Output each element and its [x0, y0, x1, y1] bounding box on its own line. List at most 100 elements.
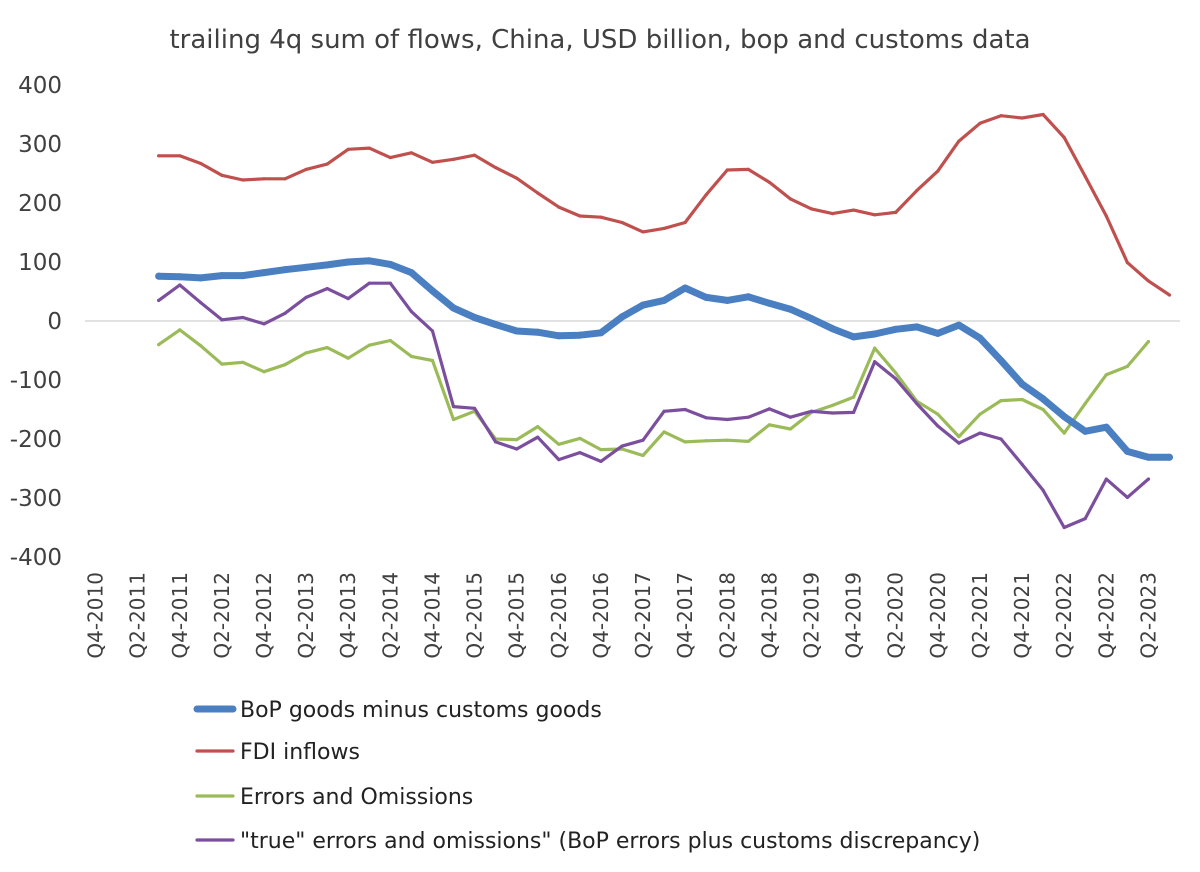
data-point: [978, 412, 982, 416]
data-point: [1104, 477, 1108, 481]
data-point: [873, 360, 877, 364]
data-point: [852, 208, 856, 212]
data-point: [1020, 116, 1024, 120]
data-point: [767, 407, 771, 411]
data-point: [388, 155, 392, 160]
data-point: [1041, 112, 1045, 117]
x-tick-label: Q2-2014: [378, 572, 402, 659]
data-point: [451, 417, 456, 422]
data-point: [873, 346, 877, 350]
data-point: [894, 377, 898, 381]
data-point: [260, 269, 268, 277]
data-point: [283, 177, 287, 181]
y-tick-label: 300: [18, 132, 62, 158]
data-point: [409, 309, 413, 314]
x-tick-label: Q4-2015: [505, 572, 529, 659]
data-point: [873, 213, 877, 217]
data-point: [620, 444, 624, 448]
data-point: [1125, 495, 1129, 500]
data-point: [578, 436, 582, 441]
data-point: [830, 411, 835, 415]
data-point: [641, 453, 645, 458]
data-point: [492, 321, 500, 329]
y-tick-label: 0: [47, 309, 62, 335]
x-tick-label: Q2-2022: [1052, 572, 1076, 659]
series-group: [157, 328, 1151, 458]
x-tick-label: Q4-2014: [420, 572, 444, 659]
data-point: [641, 438, 645, 442]
x-tick-label: Q2-2011: [126, 572, 150, 659]
data-point: [450, 304, 458, 312]
data-point: [386, 260, 394, 268]
data-point: [555, 332, 563, 340]
data-point: [157, 343, 161, 347]
data-point: [641, 230, 645, 234]
data-point: [325, 345, 329, 350]
data-point: [178, 283, 182, 287]
data-point: [515, 447, 519, 451]
data-point: [367, 146, 371, 150]
data-point: [1146, 279, 1151, 283]
data-point: [367, 281, 371, 285]
data-point: [157, 154, 161, 158]
data-point: [955, 321, 963, 329]
data-point: [788, 197, 793, 201]
data-point: [1144, 453, 1152, 461]
data-point: [344, 258, 352, 266]
x-tick-label: Q2-2013: [294, 572, 318, 659]
data-point: [430, 358, 435, 363]
data-point: [662, 226, 666, 230]
data-point: [681, 284, 689, 292]
x-tick-label: Q4-2012: [252, 572, 276, 659]
data-point: [451, 157, 456, 161]
data-point: [346, 356, 350, 360]
data-point: [957, 139, 961, 143]
data-point: [660, 296, 668, 304]
data-point: [1146, 340, 1151, 344]
data-point: [155, 272, 163, 280]
data-point: [744, 293, 752, 301]
x-tick-label: Q4-2011: [168, 572, 192, 659]
data-point: [220, 362, 224, 366]
data-point: [323, 261, 331, 269]
data-point: [1041, 407, 1045, 412]
data-point: [809, 207, 814, 211]
data-point: [1039, 395, 1047, 403]
data-point: [704, 193, 708, 197]
x-tick-label: Q4-2020: [926, 572, 950, 659]
data-point: [430, 160, 435, 164]
data-point: [725, 417, 729, 422]
data-point: [957, 435, 961, 439]
x-tick-label: Q2-2019: [799, 572, 823, 659]
data-point: [704, 416, 708, 420]
data-point: [662, 409, 666, 413]
data-point: [746, 439, 750, 443]
data-point: [515, 176, 519, 180]
x-tick-label: Q4-2017: [673, 572, 697, 659]
series-group: [157, 281, 1151, 530]
chart-title: trailing 4q sum of flows, China, USD bil…: [169, 25, 1030, 55]
x-tick-label: Q2-2018: [715, 572, 739, 659]
data-point: [1125, 364, 1129, 369]
data-point: [241, 360, 245, 364]
data-point: [1123, 447, 1131, 455]
data-point: [765, 299, 773, 307]
data-point: [599, 459, 603, 464]
data-point: [1041, 488, 1045, 492]
data-point: [241, 178, 245, 182]
y-tick-label: -300: [10, 486, 62, 512]
data-point: [1125, 260, 1129, 265]
data-point: [494, 440, 498, 444]
y-tick-label: 400: [18, 73, 62, 99]
data-point: [197, 274, 205, 282]
data-point: [999, 399, 1003, 403]
x-tick-label: Q2-2021: [968, 572, 992, 659]
data-point: [1083, 517, 1087, 521]
series-line: [157, 281, 1150, 530]
data-point: [283, 311, 287, 315]
data-point: [157, 298, 161, 302]
data-point: [599, 215, 603, 219]
data-point: [239, 272, 247, 280]
data-point: [957, 441, 961, 445]
